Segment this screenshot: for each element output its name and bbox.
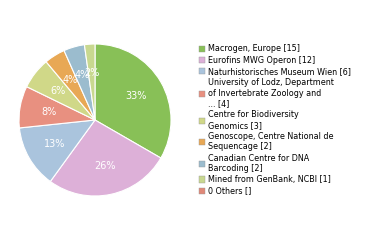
Text: 6%: 6% [50,86,65,96]
Wedge shape [19,120,95,181]
Text: 2%: 2% [84,68,100,78]
Wedge shape [19,87,95,128]
Wedge shape [95,44,171,158]
Wedge shape [27,62,95,120]
Wedge shape [46,51,95,120]
Wedge shape [64,45,95,120]
Text: 33%: 33% [125,91,147,102]
Text: 4%: 4% [74,70,90,80]
Text: 13%: 13% [43,138,65,149]
Wedge shape [50,120,161,196]
Text: 26%: 26% [94,161,116,171]
Legend: Macrogen, Europe [15], Eurofins MWG Operon [12], Naturhistorisches Museum Wien [: Macrogen, Europe [15], Eurofins MWG Oper… [198,44,352,196]
Text: 4%: 4% [62,75,78,85]
Wedge shape [84,44,95,120]
Text: 8%: 8% [41,107,56,117]
